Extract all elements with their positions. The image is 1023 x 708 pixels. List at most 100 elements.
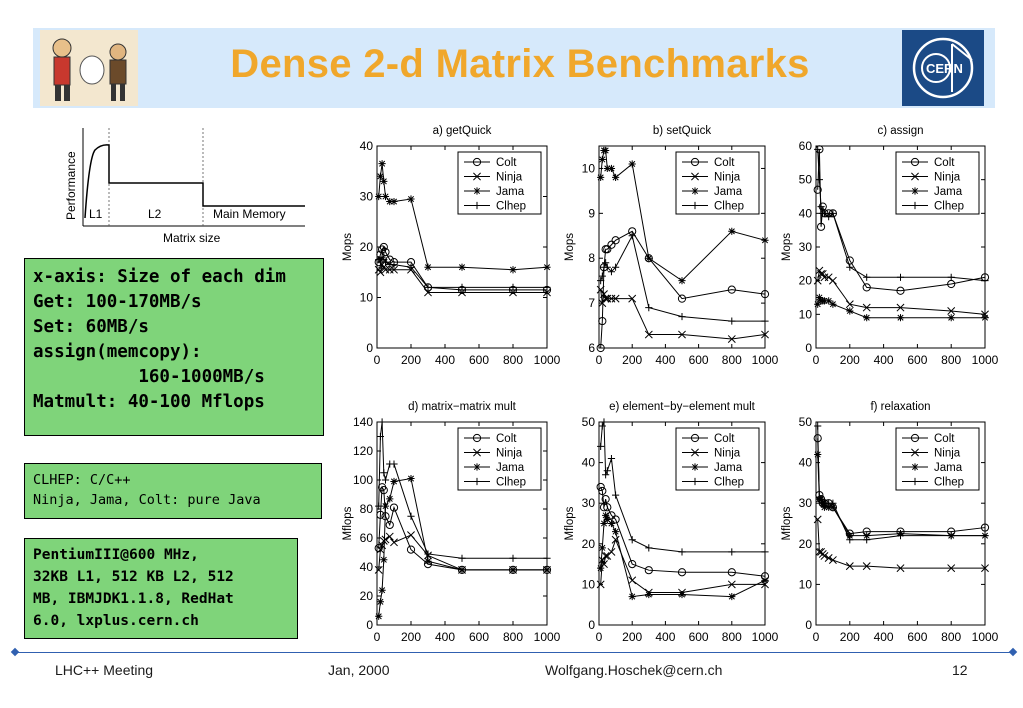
data-point-marker — [458, 566, 466, 574]
cern-logo: CERN — [902, 30, 984, 106]
data-point-marker — [947, 307, 956, 315]
chart-title: d) matrix−matrix mult — [408, 401, 516, 413]
data-point-marker — [846, 532, 854, 540]
x-tick-label: 200 — [840, 630, 860, 644]
data-point-marker — [596, 343, 605, 353]
data-point-marker — [980, 523, 990, 532]
data-point-marker — [376, 268, 385, 277]
chart-plot-area — [598, 421, 766, 626]
data-point-marker — [407, 195, 415, 203]
legend-label: Colt — [714, 433, 735, 445]
data-point-marker — [678, 330, 686, 339]
legend-label: Colt — [496, 157, 517, 169]
y-tick-label: 20 — [799, 274, 813, 288]
data-point-marker — [603, 263, 611, 271]
data-point-marker — [407, 512, 415, 520]
data-point-marker — [820, 209, 829, 217]
x-tick-label: 800 — [941, 353, 961, 367]
data-point-marker — [473, 201, 481, 210]
y-tick-label: 140 — [353, 415, 373, 429]
data-point-marker — [611, 515, 620, 524]
data-point-marker — [424, 283, 432, 291]
data-point-marker — [612, 491, 620, 499]
x-tick-label: 400 — [655, 630, 675, 644]
hardware-box: PentiumIII@600 MHz, 32KB L1, 512 KB L2, … — [24, 538, 298, 639]
data-point-marker — [727, 580, 736, 589]
legend-label: Clhep — [714, 201, 744, 213]
summary-line: Matmult: 40-100 Mflops — [33, 392, 265, 412]
summary-line: Set: 60MB/s — [33, 317, 149, 337]
legend-label: Ninja — [934, 172, 961, 184]
data-point-marker — [824, 273, 833, 282]
data-point-marker — [981, 277, 989, 285]
data-point-marker — [381, 476, 390, 484]
data-point-marker — [602, 259, 610, 267]
y-tick-label: 6 — [588, 341, 595, 355]
cartoon-logo — [40, 30, 138, 106]
x-tick-label: 1000 — [534, 630, 561, 644]
data-point-marker — [607, 454, 616, 463]
data-point-marker — [761, 330, 769, 339]
x-tick-label: 0 — [596, 353, 603, 367]
x-tick-label: 600 — [469, 630, 489, 644]
data-point-marker — [910, 157, 920, 167]
y-tick-label: 60 — [799, 139, 813, 153]
data-point-marker — [597, 564, 605, 572]
data-point-marker — [390, 538, 398, 547]
y-tick-label: 30 — [360, 190, 374, 204]
data-point-marker — [817, 495, 825, 503]
chart-panel: a) getQuick Mops 0 200 400 600 800 1000 0 10 20 30 4… — [342, 125, 561, 367]
y-tick-label: 20 — [360, 240, 374, 254]
data-point-marker — [607, 268, 616, 276]
legend-label: Colt — [934, 433, 955, 445]
data-point-marker — [911, 477, 919, 486]
data-point-marker — [385, 532, 394, 541]
data-point-marker — [598, 422, 606, 430]
data-point-marker — [597, 277, 605, 285]
y-tick-label: 40 — [360, 139, 374, 153]
data-point-marker — [385, 520, 394, 530]
data-point-marker — [598, 486, 607, 496]
y-tick-label: 0 — [805, 341, 812, 355]
data-point-marker — [390, 477, 398, 486]
data-point-marker — [375, 612, 383, 620]
y-tick-label: 40 — [799, 206, 813, 220]
data-point-marker — [896, 286, 905, 295]
chart-ylabel: Mflops — [564, 506, 576, 540]
data-point-marker — [407, 474, 415, 483]
data-point-marker — [472, 157, 482, 167]
data-point-marker — [863, 314, 871, 322]
x-tick-label: 400 — [655, 353, 675, 367]
data-point-marker — [543, 283, 551, 291]
series-line — [817, 519, 985, 569]
data-point-marker — [599, 503, 609, 512]
perf-region-l1: L1 — [89, 207, 103, 221]
data-point-marker — [824, 554, 833, 562]
data-point-marker — [601, 294, 610, 303]
data-point-marker — [473, 477, 481, 486]
x-tick-label: 0 — [374, 353, 381, 367]
data-point-marker — [381, 247, 390, 257]
data-point-marker — [728, 548, 736, 556]
page-title: Dense 2-d Matrix Benchmarks — [230, 42, 810, 86]
data-point-marker — [376, 598, 384, 606]
data-point-marker — [607, 164, 616, 173]
data-point-marker — [728, 317, 736, 325]
chart-plot-area — [376, 421, 548, 626]
data-point-marker — [820, 297, 829, 305]
performance-diagram: Performance Matrix size L1 L2 Main Memor… — [64, 128, 305, 245]
data-point-marker — [378, 586, 386, 594]
data-point-marker — [828, 556, 837, 564]
data-point-marker — [389, 503, 399, 512]
hardware-line: PentiumIII@600 MHz, — [33, 547, 199, 563]
data-point-marker — [829, 503, 837, 511]
x-tick-label: 1000 — [972, 630, 999, 644]
data-point-marker — [509, 288, 517, 297]
data-point-marker — [981, 532, 989, 540]
data-point-marker — [981, 564, 989, 573]
data-point-marker — [379, 486, 388, 495]
y-tick-label: 8 — [588, 251, 595, 265]
